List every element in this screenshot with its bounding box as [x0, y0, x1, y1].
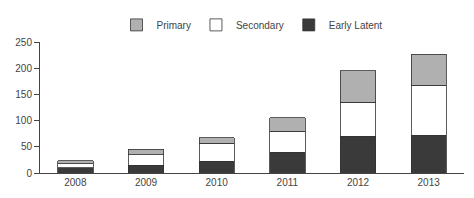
svg-text:2009: 2009 — [135, 177, 158, 188]
svg-text:250: 250 — [15, 37, 32, 48]
svg-text:2012: 2012 — [347, 177, 370, 188]
svg-text:2013: 2013 — [418, 177, 441, 188]
svg-text:150: 150 — [15, 89, 32, 100]
svg-text:200: 200 — [15, 63, 32, 74]
svg-text:Primary: Primary — [157, 20, 191, 31]
svg-text:100: 100 — [15, 115, 32, 126]
svg-text:50: 50 — [21, 141, 33, 152]
svg-text:Secondary: Secondary — [236, 20, 284, 31]
svg-text:0: 0 — [26, 168, 32, 179]
svg-text:2008: 2008 — [64, 177, 87, 188]
svg-text:Early Latent: Early Latent — [329, 20, 383, 31]
svg-text:2010: 2010 — [206, 177, 229, 188]
svg-text:2011: 2011 — [277, 177, 299, 188]
